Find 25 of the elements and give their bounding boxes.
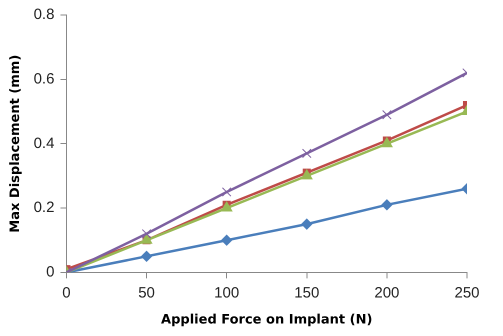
y-tick-label: 0.6 — [34, 70, 54, 88]
x-tick-label: 150 — [294, 284, 320, 302]
point — [302, 148, 312, 158]
x-axis-title: Applied Force on Implant (N) — [161, 312, 372, 328]
x-tick-label: 50 — [138, 284, 155, 302]
point — [222, 187, 232, 197]
point — [140, 234, 152, 244]
point — [221, 234, 232, 246]
point — [301, 169, 312, 180]
point — [381, 199, 392, 210]
point — [220, 202, 232, 212]
y-tick-label: 0.8 — [34, 6, 54, 24]
point — [142, 229, 152, 239]
point — [381, 137, 393, 148]
y-tick-label: 0.4 — [34, 134, 54, 152]
point — [382, 110, 392, 120]
y-axis-title: Max Displacement (mm) — [8, 54, 24, 233]
y-tick-label: 0 — [46, 264, 54, 281]
point — [301, 218, 312, 230]
x-tick-label: 250 — [454, 284, 480, 302]
point — [141, 250, 152, 262]
x-tick-label: 100 — [214, 284, 240, 302]
y-tick-label: 0.2 — [34, 199, 54, 216]
x-tick-label: 0 — [62, 284, 71, 302]
x-tick-label: 200 — [374, 284, 400, 302]
